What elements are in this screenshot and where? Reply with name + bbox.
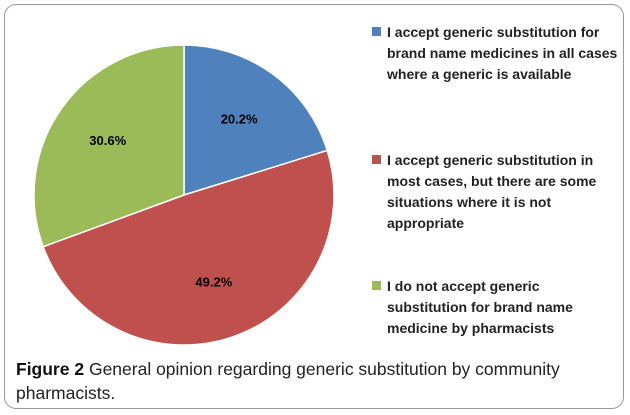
legend-text: I do not accept generic substitution for… — [387, 278, 573, 336]
legend-swatch — [372, 27, 381, 36]
pie-slice — [183, 44, 329, 197]
pie-slice — [33, 44, 185, 248]
legend-text: I accept generic substitution in most ca… — [387, 152, 597, 231]
legend-text: I accept generic substitution for brand … — [387, 24, 618, 82]
legend-item: I do not accept generic substitution for… — [372, 276, 620, 339]
caption-label: Figure 2 — [16, 359, 85, 379]
legend-item: I accept generic substitution for brand … — [372, 22, 620, 85]
caption: Figure 2 General opinion regarding gener… — [16, 357, 616, 405]
legend-swatch — [372, 281, 381, 290]
legend-item: I accept generic substitution in most ca… — [372, 150, 620, 234]
pie-slice — [42, 149, 335, 346]
data-label: 49.2% — [195, 275, 232, 290]
legend-swatch — [372, 155, 381, 164]
data-label: 30.6% — [89, 133, 126, 148]
data-label: 20.2% — [221, 112, 258, 127]
caption-text: General opinion regarding generic substi… — [16, 359, 560, 403]
frame — [4, 4, 624, 409]
